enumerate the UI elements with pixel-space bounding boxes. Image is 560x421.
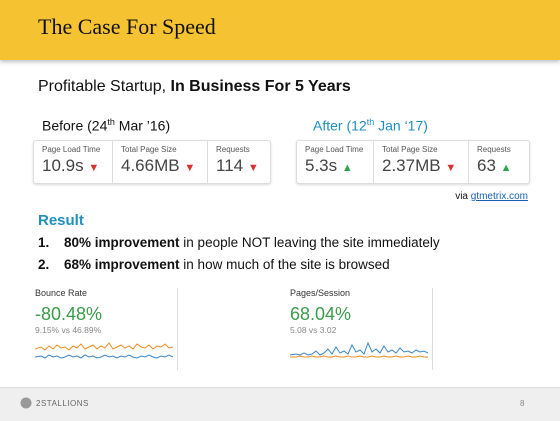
result-item: 1. 80% improvement in people NOT leaving … [38,235,440,250]
sparkline [289,341,429,358]
metric-name: Total Page Size [382,145,438,154]
metric-value: 5.3s [305,156,338,175]
result-heading: Result [38,212,84,229]
metric: Requests 114 ▼ [208,141,270,183]
metric: Requests 63 ▲ [469,141,529,183]
panel-compare: 9.15% vs 46.89% [35,325,102,335]
panel-compare: 5.08 vs 3.02 [290,325,337,335]
metric-value: 114 [216,156,244,175]
page-number: 8 [520,399,525,408]
label-sup: th [107,117,115,127]
source: via gtmetrix.com [455,191,528,202]
metric-value: 2.37MB [382,156,441,175]
item-bold: 80% improvement [64,235,180,250]
before-metrics: Page Load Time 10.9s ▼ Total Page Size 4.6… [33,140,271,184]
metric: Page Load Time 10.9s ▼ [34,141,113,183]
up-arrow: ▲ [341,162,353,174]
label-text: Before (24 [42,117,108,134]
sparkline-line [289,341,429,356]
stat-panel: Bounce Rate -80.48% 9.15% vs 46.89% [34,288,178,370]
sparkline-line [34,342,174,351]
item-bold: 68% improvement [64,257,180,272]
before-label: Before (24th Mar ’16) [42,117,170,134]
metric: Page Load Time 5.3s ▲ [297,141,374,183]
source-prefix: via [455,191,471,202]
label-sup: th [366,117,375,127]
source-link[interactable]: gtmetrix.com [470,191,528,202]
after-label: After (12th Jan ‘17) [313,117,428,134]
metric: Total Page Size 2.37MB ▼ [374,141,469,183]
label-text: After (12 [313,117,367,134]
item-text: in how much of the site is browsed [179,257,390,272]
metric-name: Requests [477,145,511,154]
down-arrow: ▼ [445,162,457,174]
metric-value: 63 [477,156,496,175]
metric: Total Page Size 4.66MB ▼ [113,141,208,183]
label-text: Jan ‘17) [374,117,428,134]
logo-text: 2STALLIONS [36,399,89,408]
sparkline-line [290,355,428,358]
sparkline-line [34,354,174,359]
item-text: in people NOT leaving the site immediate… [179,235,440,250]
metric-name: Page Load Time [42,145,101,154]
stat-panel: Pages/Session 68.04% 5.08 vs 3.02 [289,288,433,370]
down-arrow: ▼ [247,162,259,174]
up-arrow: ▲ [500,162,512,174]
down-arrow: ▼ [88,162,100,174]
sparkline [34,342,174,359]
metric-name: Page Load Time [305,145,364,154]
item-number: 2. [38,257,50,272]
label-text: Mar ’16) [114,117,171,134]
panel-value: -80.48% [35,304,103,324]
logo-icon [20,397,32,409]
panel-name: Bounce Rate [35,288,88,298]
header-bar [0,0,560,60]
subtitle-text: Profitable Startup, [38,78,171,95]
metric-value: 10.9s [42,156,84,175]
slide-title: The Case For Speed [38,14,216,39]
footer-bar [0,387,560,421]
after-metrics: Page Load Time 5.3s ▲ Total Page Size 2.37… [296,140,530,184]
subtitle-bold: In Business For 5 Years [170,78,351,95]
panel-value: 68.04% [290,304,352,324]
result-item: 2. 68% improvement in how much of the sit… [38,257,390,272]
subtitle: Profitable Startup, In Business For 5 Ye… [38,78,351,96]
metric-name: Requests [216,145,250,154]
item-number: 1. [38,235,50,250]
down-arrow: ▼ [184,162,196,174]
metric-name: Total Page Size [121,145,177,154]
metric-value: 4.66MB [121,156,180,175]
panel-name: Pages/Session [290,288,351,298]
